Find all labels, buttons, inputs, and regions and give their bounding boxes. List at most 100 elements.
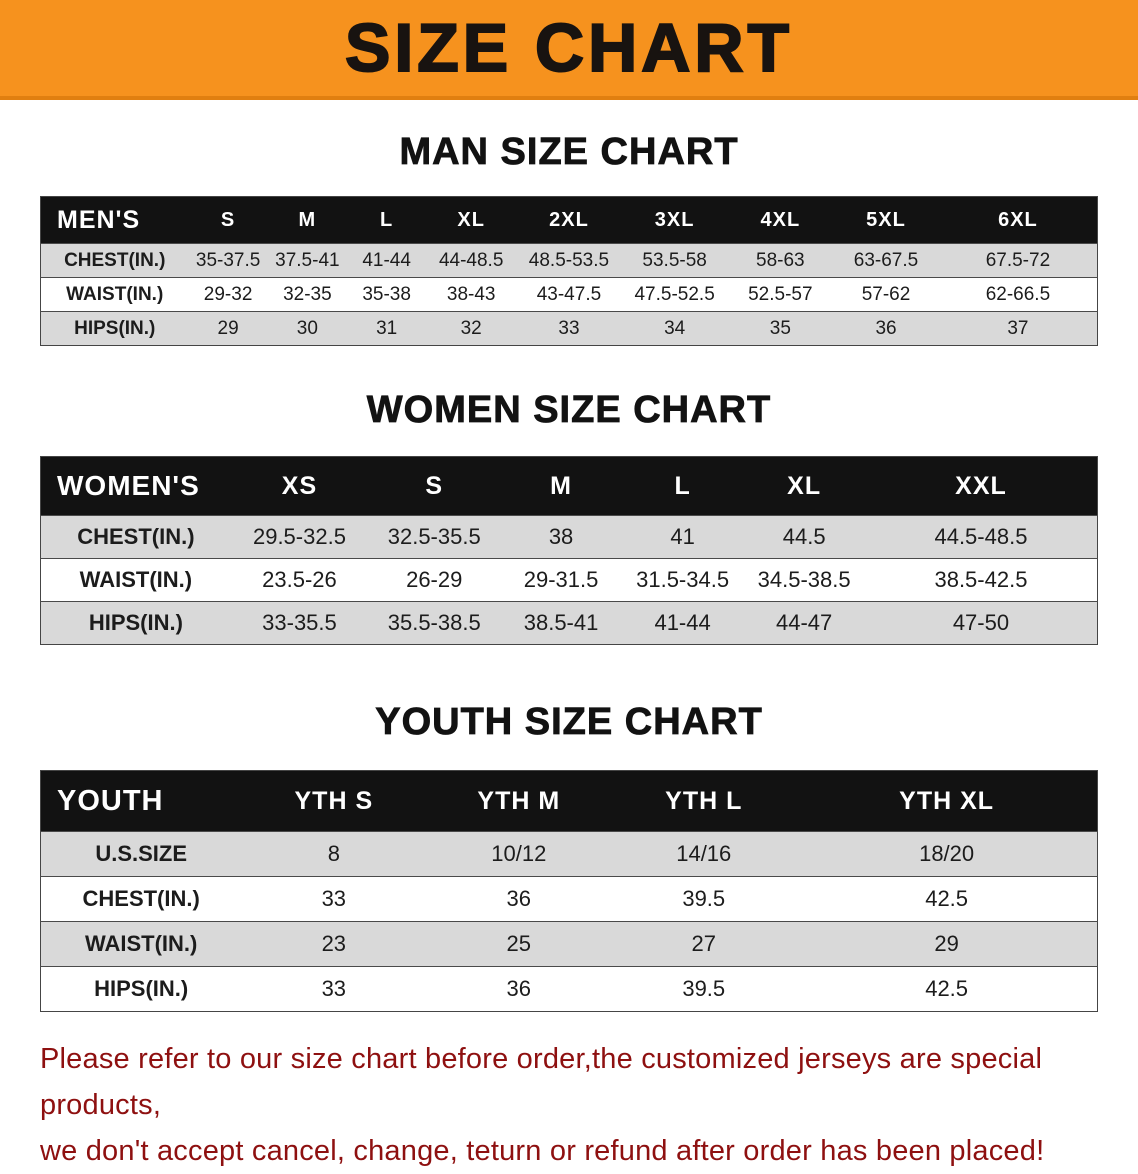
measurement-label: WAIST(IN.) bbox=[40, 921, 242, 967]
measurement-value: 38 bbox=[500, 515, 622, 559]
table-header-row: YOUTH YTH S YTH M YTH L YTH XL bbox=[40, 770, 1098, 832]
measurement-label: HIPS(IN.) bbox=[40, 601, 231, 645]
measurement-value: 39.5 bbox=[611, 966, 797, 1012]
table-corner-label: YOUTH bbox=[40, 770, 242, 832]
measurement-value: 36 bbox=[426, 966, 612, 1012]
measurement-value: 44.5 bbox=[743, 515, 865, 559]
measurement-row: HIPS(IN.) 29 30 31 32 33 34 35 36 37 bbox=[40, 311, 1098, 346]
measurement-value: 48.5-53.5 bbox=[516, 243, 622, 278]
measurement-value: 47.5-52.5 bbox=[621, 277, 728, 312]
size-column-header: YTH XL bbox=[796, 770, 1098, 832]
size-column-header: L bbox=[621, 456, 744, 516]
measurement-value: 58-63 bbox=[727, 243, 834, 278]
measurement-value: 32 bbox=[426, 311, 517, 346]
measurement-value: 67.5-72 bbox=[938, 243, 1098, 278]
measurement-value: 33 bbox=[516, 311, 622, 346]
measurement-value: 25 bbox=[426, 921, 612, 967]
size-column-header: L bbox=[347, 196, 427, 244]
measurement-value: 10/12 bbox=[426, 831, 612, 877]
measurement-value: 62-66.5 bbox=[938, 277, 1098, 312]
size-column-header: 3XL bbox=[621, 196, 728, 244]
men-size-table: MEN'S S M L XL 2XL 3XL 4XL 5XL 6XL CHEST(IN.) 35-3… bbox=[40, 196, 1098, 346]
measurement-value: 43-47.5 bbox=[516, 277, 622, 312]
banner: SIZE CHART bbox=[0, 0, 1138, 100]
measurement-value: 47-50 bbox=[864, 601, 1098, 645]
measurement-value: 34.5-38.5 bbox=[743, 558, 865, 602]
measurement-value: 42.5 bbox=[796, 876, 1098, 922]
measurement-value: 23.5-26 bbox=[230, 558, 369, 602]
size-column-header: XXL bbox=[864, 456, 1098, 516]
size-column-header: 2XL bbox=[516, 196, 622, 244]
table-corner-label: MEN'S bbox=[40, 196, 189, 244]
measurement-row: HIPS(IN.) 33 36 39.5 42.5 bbox=[40, 966, 1098, 1012]
measurement-value: 44-47 bbox=[743, 601, 865, 645]
size-column-header: XS bbox=[230, 456, 369, 516]
measurement-value: 29-31.5 bbox=[500, 558, 622, 602]
measurement-value: 33 bbox=[241, 966, 427, 1012]
women-section-heading: WOMEN SIZE CHART bbox=[366, 389, 772, 432]
measurement-value: 32-35 bbox=[267, 277, 347, 312]
size-column-header: S bbox=[368, 456, 501, 516]
table-body: U.S.SIZE 8 10/12 14/16 18/20 CHEST(IN.) 33 36 39… bbox=[40, 831, 1098, 1012]
size-column-header: XL bbox=[743, 456, 865, 516]
measurement-value: 27 bbox=[611, 921, 797, 967]
measurement-label: U.S.SIZE bbox=[40, 831, 242, 877]
measurement-value: 52.5-57 bbox=[727, 277, 834, 312]
size-column-header: M bbox=[500, 456, 622, 516]
measurement-value: 37 bbox=[938, 311, 1098, 346]
measurement-row: CHEST(IN.) 29.5-32.5 32.5-35.5 38 41 44.5 44.5… bbox=[40, 515, 1098, 559]
measurement-label: CHEST(IN.) bbox=[40, 876, 242, 922]
measurement-value: 38-43 bbox=[426, 277, 517, 312]
measurement-value: 29.5-32.5 bbox=[230, 515, 369, 559]
footer-notice-line2: we don't accept cancel, change, teturn o… bbox=[40, 1135, 1045, 1167]
table-corner-label: WOMEN'S bbox=[40, 456, 231, 516]
youth-size-section: YOUTH SIZE CHART YOUTH YTH S YTH M YTH L YTH… bbox=[0, 700, 1138, 1012]
measurement-value: 41-44 bbox=[621, 601, 744, 645]
measurement-value: 36 bbox=[426, 876, 612, 922]
youth-size-table: YOUTH YTH S YTH M YTH L YTH XL U.S.SIZE 8 10/1… bbox=[40, 770, 1098, 1012]
measurement-value: 26-29 bbox=[368, 558, 501, 602]
measurement-value: 39.5 bbox=[611, 876, 797, 922]
measurement-value: 23 bbox=[241, 921, 427, 967]
size-column-header: 5XL bbox=[833, 196, 939, 244]
measurement-value: 30 bbox=[267, 311, 347, 346]
measurement-label: HIPS(IN.) bbox=[40, 311, 189, 346]
measurement-value: 8 bbox=[241, 831, 427, 877]
table-body: CHEST(IN.) 35-37.5 37.5-41 41-44 44-48.5 48.5… bbox=[40, 243, 1098, 346]
measurement-label: CHEST(IN.) bbox=[40, 243, 189, 278]
size-column-header: 6XL bbox=[938, 196, 1098, 244]
banner-title: SIZE CHART bbox=[344, 10, 793, 86]
measurement-value: 57-62 bbox=[833, 277, 939, 312]
measurement-value: 35.5-38.5 bbox=[368, 601, 501, 645]
measurement-value: 63-67.5 bbox=[833, 243, 939, 278]
table-body: CHEST(IN.) 29.5-32.5 32.5-35.5 38 41 44.5 44.5… bbox=[40, 515, 1098, 645]
measurement-row: HIPS(IN.) 33-35.5 35.5-38.5 38.5-41 41-44 44-… bbox=[40, 601, 1098, 645]
measurement-value: 38.5-41 bbox=[500, 601, 622, 645]
measurement-row: CHEST(IN.) 35-37.5 37.5-41 41-44 44-48.5 48.5… bbox=[40, 243, 1098, 278]
table-header-row: MEN'S S M L XL 2XL 3XL 4XL 5XL 6XL bbox=[40, 196, 1098, 244]
measurement-value: 42.5 bbox=[796, 966, 1098, 1012]
measurement-label: CHEST(IN.) bbox=[40, 515, 231, 559]
measurement-value: 34 bbox=[621, 311, 728, 346]
measurement-value: 53.5-58 bbox=[621, 243, 728, 278]
measurement-label: HIPS(IN.) bbox=[40, 966, 242, 1012]
measurement-value: 35 bbox=[727, 311, 834, 346]
measurement-value: 32.5-35.5 bbox=[368, 515, 501, 559]
measurement-value: 31.5-34.5 bbox=[621, 558, 744, 602]
size-column-header: YTH L bbox=[611, 770, 797, 832]
measurement-value: 35-37.5 bbox=[188, 243, 268, 278]
measurement-value: 37.5-41 bbox=[267, 243, 347, 278]
measurement-value: 38.5-42.5 bbox=[864, 558, 1098, 602]
measurement-row: CHEST(IN.) 33 36 39.5 42.5 bbox=[40, 876, 1098, 922]
measurement-value: 33 bbox=[241, 876, 427, 922]
size-column-header: M bbox=[267, 196, 347, 244]
men-section-heading: MAN SIZE CHART bbox=[399, 131, 739, 174]
measurement-label: WAIST(IN.) bbox=[40, 558, 231, 602]
measurement-row: WAIST(IN.) 23 25 27 29 bbox=[40, 921, 1098, 967]
measurement-value: 29 bbox=[188, 311, 268, 346]
measurement-row: U.S.SIZE 8 10/12 14/16 18/20 bbox=[40, 831, 1098, 877]
measurement-value: 18/20 bbox=[796, 831, 1098, 877]
measurement-row: WAIST(IN.) 23.5-26 26-29 29-31.5 31.5-34.5 34… bbox=[40, 558, 1098, 602]
footer-notice: Please refer to our size chart before or… bbox=[40, 1036, 1100, 1174]
measurement-value: 41 bbox=[621, 515, 744, 559]
